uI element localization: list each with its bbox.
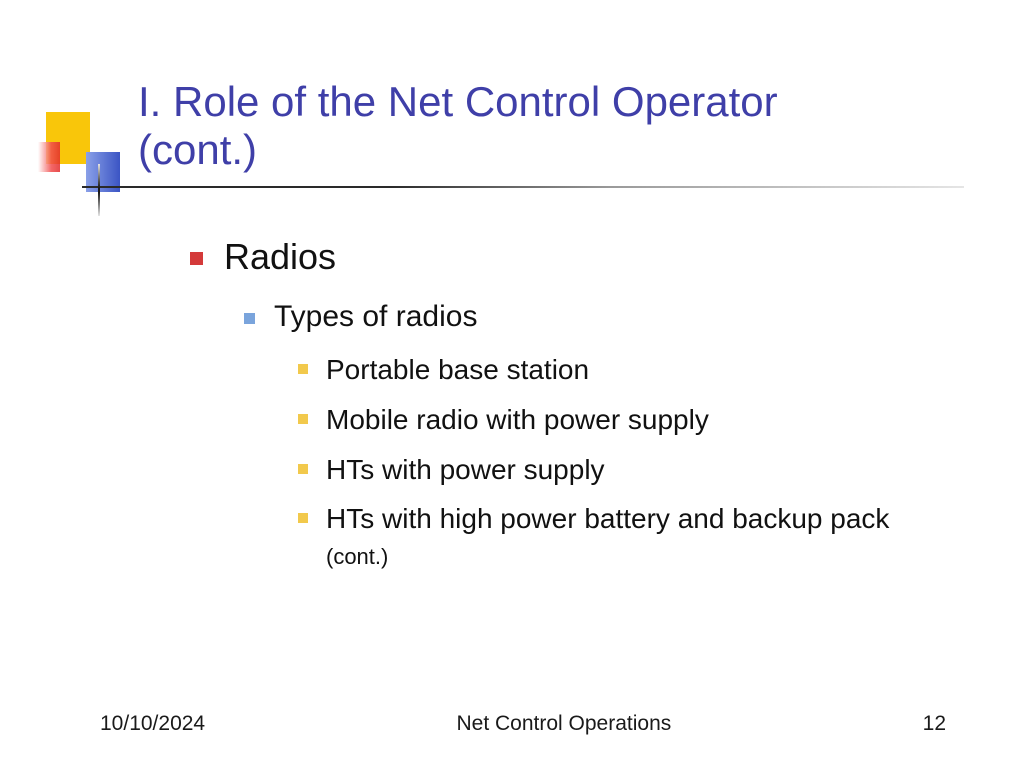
bullet-l2-text: Types of radios	[274, 300, 477, 333]
square-bullet-icon	[298, 464, 308, 474]
deco-square-yellow	[46, 112, 90, 164]
slide-footer: 10/10/2024 Net Control Operations 12	[0, 712, 1024, 736]
bullet-level2: Types of radios	[244, 300, 944, 334]
square-bullet-icon	[298, 364, 308, 374]
square-bullet-icon	[190, 252, 203, 265]
deco-square-red	[38, 142, 60, 172]
cont-suffix: (cont.)	[326, 544, 388, 569]
bullet-level3: HTs with power supply	[298, 452, 944, 488]
bullet-level3: HTs with high power battery and backup p…	[298, 501, 944, 573]
square-bullet-icon	[244, 313, 255, 324]
vertical-rule-accent	[98, 164, 100, 216]
title-block: I. Role of the Net Control Operator (con…	[138, 78, 954, 175]
slide: I. Role of the Net Control Operator (con…	[0, 0, 1024, 768]
bullet-l3-text: HTs with high power battery and backup p…	[326, 503, 889, 534]
title-line-2: (cont.)	[138, 126, 257, 173]
horizontal-rule	[82, 186, 964, 188]
title-decoration	[38, 104, 118, 194]
bullet-l1-text: Radios	[224, 236, 336, 277]
title-line-1: I. Role of the Net Control Operator	[138, 78, 778, 125]
footer-title: Net Control Operations	[205, 712, 923, 736]
slide-title: I. Role of the Net Control Operator (con…	[138, 78, 954, 175]
footer-page: 12	[923, 712, 946, 736]
bullet-l3-text: Mobile radio with power supply	[326, 404, 709, 435]
bullet-level3: Portable base station	[298, 352, 944, 388]
footer-date: 10/10/2024	[100, 712, 205, 736]
body-content: Radios Types of radios Portable base sta…	[190, 236, 944, 587]
bullet-level3: Mobile radio with power supply	[298, 402, 944, 438]
square-bullet-icon	[298, 414, 308, 424]
square-bullet-icon	[298, 513, 308, 523]
bullet-level1: Radios	[190, 236, 944, 278]
bullet-l3-text: HTs with power supply	[326, 454, 605, 485]
bullet-l3-text: Portable base station	[326, 354, 589, 385]
